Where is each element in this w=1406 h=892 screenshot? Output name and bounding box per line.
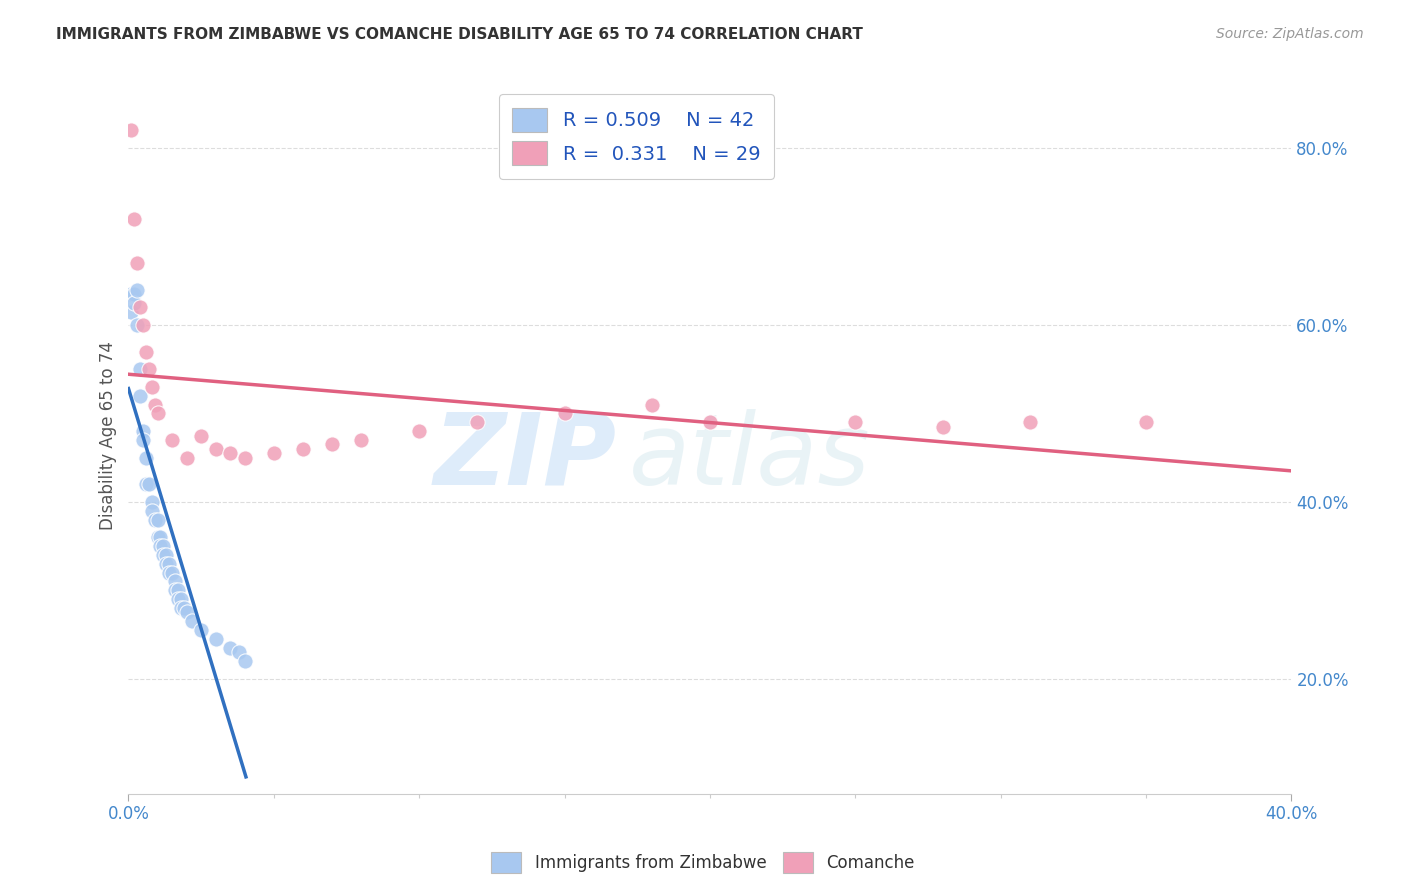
Point	[160, 566, 183, 580]
Point	[143, 398, 166, 412]
Point	[149, 539, 172, 553]
Point	[152, 539, 174, 553]
Point	[408, 424, 430, 438]
Point	[321, 437, 343, 451]
Point	[120, 287, 142, 301]
Point	[699, 415, 721, 429]
Point	[181, 614, 204, 628]
Text: ZIP: ZIP	[434, 409, 617, 506]
Point	[157, 566, 180, 580]
Legend: R = 0.509    N = 42, R =  0.331    N = 29: R = 0.509 N = 42, R = 0.331 N = 29	[499, 95, 775, 178]
Point	[160, 433, 183, 447]
Point	[263, 446, 285, 460]
Point	[129, 362, 152, 376]
Point	[143, 512, 166, 526]
Point	[127, 256, 149, 270]
Point	[554, 407, 576, 421]
Point	[641, 398, 664, 412]
Point	[844, 415, 866, 429]
Point	[141, 495, 163, 509]
Point	[1018, 415, 1040, 429]
Point	[138, 477, 160, 491]
Point	[135, 344, 157, 359]
Point	[170, 592, 193, 607]
Text: atlas: atlas	[628, 409, 870, 506]
Point	[120, 123, 142, 137]
Point	[129, 389, 152, 403]
Point	[141, 380, 163, 394]
Point	[467, 415, 489, 429]
Point	[124, 287, 146, 301]
Point	[152, 548, 174, 562]
Point	[157, 557, 180, 571]
Point	[146, 530, 169, 544]
Point	[163, 583, 186, 598]
Point	[132, 318, 155, 332]
Point	[135, 477, 157, 491]
Point	[146, 407, 169, 421]
Point	[129, 301, 152, 315]
Point	[167, 592, 190, 607]
Point	[124, 296, 146, 310]
Point	[233, 654, 256, 668]
Point	[204, 442, 226, 456]
Legend: Immigrants from Zimbabwe, Comanche: Immigrants from Zimbabwe, Comanche	[485, 846, 921, 880]
Point	[127, 318, 149, 332]
Point	[176, 450, 198, 465]
Point	[127, 283, 149, 297]
Point	[141, 504, 163, 518]
Point	[155, 548, 177, 562]
Point	[1135, 415, 1157, 429]
Point	[120, 305, 142, 319]
Point	[204, 632, 226, 646]
Point	[124, 211, 146, 226]
Point	[167, 583, 190, 598]
Point	[291, 442, 314, 456]
Point	[219, 640, 242, 655]
Point	[132, 433, 155, 447]
Point	[176, 606, 198, 620]
Point	[146, 512, 169, 526]
Point	[170, 601, 193, 615]
Point	[132, 424, 155, 438]
Point	[173, 601, 195, 615]
Text: IMMIGRANTS FROM ZIMBABWE VS COMANCHE DISABILITY AGE 65 TO 74 CORRELATION CHART: IMMIGRANTS FROM ZIMBABWE VS COMANCHE DIS…	[56, 27, 863, 42]
Point	[138, 362, 160, 376]
Point	[931, 419, 953, 434]
Point	[135, 450, 157, 465]
Point	[233, 450, 256, 465]
Point	[219, 446, 242, 460]
Point	[228, 645, 250, 659]
Text: Source: ZipAtlas.com: Source: ZipAtlas.com	[1216, 27, 1364, 41]
Point	[350, 433, 373, 447]
Point	[190, 428, 212, 442]
Point	[155, 557, 177, 571]
Y-axis label: Disability Age 65 to 74: Disability Age 65 to 74	[100, 341, 117, 530]
Point	[190, 623, 212, 637]
Point	[149, 530, 172, 544]
Point	[163, 574, 186, 589]
